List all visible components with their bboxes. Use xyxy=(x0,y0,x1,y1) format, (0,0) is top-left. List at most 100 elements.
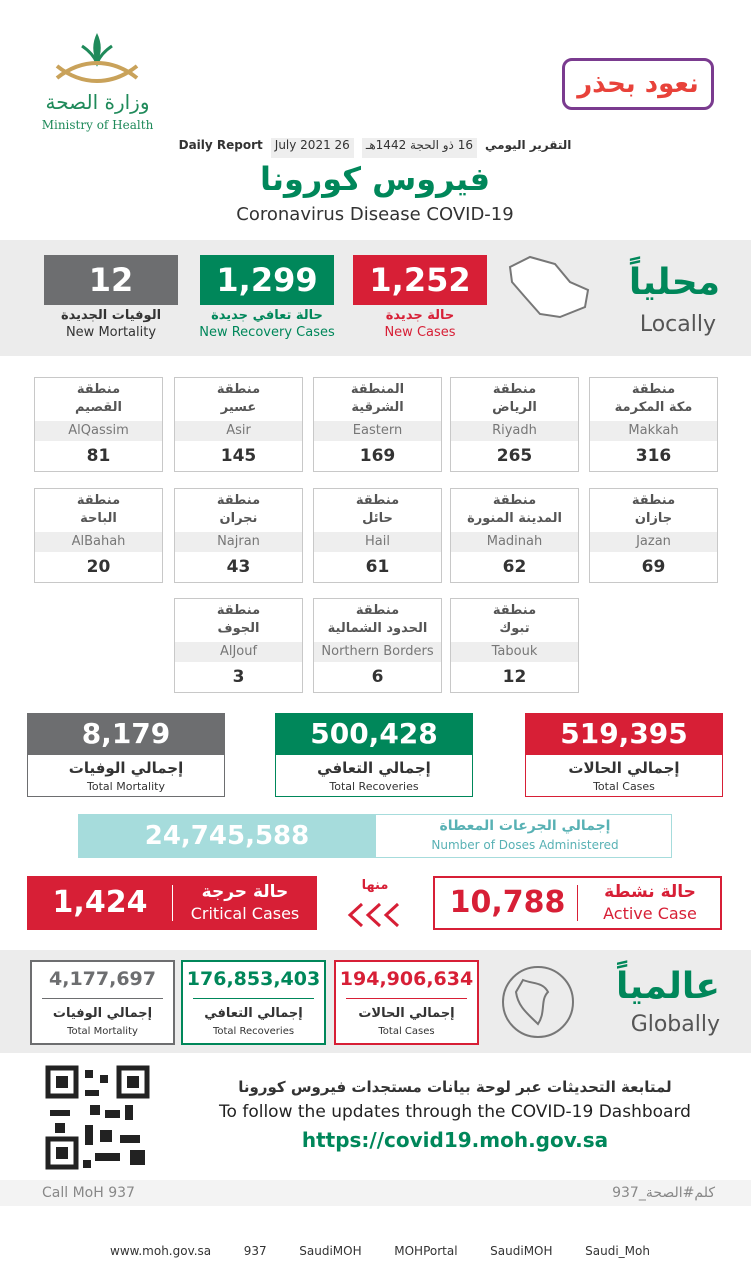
global-value: 4,177,697 xyxy=(49,968,156,990)
global-value: 194,906,634 xyxy=(339,968,474,990)
title-en: Coronavirus Disease COVID-19 xyxy=(236,204,514,225)
region-name-en: Najran xyxy=(175,532,302,552)
global-box: 4,177,697 إجمالي الوفيات Total Mortality xyxy=(30,960,175,1045)
local-stat-value: 1,299 xyxy=(200,255,334,305)
region-name-ar: الحدود الشمالية xyxy=(327,621,428,636)
total-value: 8,179 xyxy=(27,713,225,755)
region-card: منطقة نجران Najran 43 xyxy=(174,488,303,583)
total-box: 8,179 إجمالي الوفيات Total Mortality xyxy=(27,713,225,797)
global-label-en: Total Cases xyxy=(378,1026,435,1037)
global-label-en: Total Recoveries xyxy=(212,1026,295,1037)
region-prefix: المنطقة xyxy=(350,382,405,397)
separator xyxy=(42,998,163,999)
report-ar: التقرير اليومي xyxy=(485,138,572,152)
region-prefix: منطقة xyxy=(492,382,537,397)
doses-label-ar: إجمالي الجرعات المعطاة xyxy=(439,818,611,834)
region-prefix: منطقة xyxy=(631,382,676,397)
footer-link[interactable]: SaudiMOH xyxy=(299,1244,362,1258)
region-value: 3 xyxy=(232,667,245,687)
active-label-ar: حالة نشطة xyxy=(604,882,696,902)
saudi-map-icon xyxy=(508,255,590,319)
footer-link[interactable]: MOHPortal xyxy=(394,1244,458,1258)
region-card: منطقة المدينة المنورة Madinah 62 xyxy=(450,488,579,583)
dashboard-ar: لمتابعة التحديثات عبر لوحة بيانات مستجدا… xyxy=(238,1078,672,1096)
critical-label-ar: حالة حرجة xyxy=(201,882,289,902)
footer-link[interactable]: Saudi_Moh xyxy=(585,1244,650,1258)
region-prefix: منطقة xyxy=(216,382,261,397)
region-card: منطقة الباحة AlBahah 20 xyxy=(34,488,163,583)
footer-link[interactable]: 937 xyxy=(243,1244,267,1258)
title-ar: فيروس كورونا xyxy=(259,160,491,198)
doses-label-en: Number of Doses Administered xyxy=(431,838,619,852)
local-stat-label-en: New Cases xyxy=(384,325,456,340)
report-line: التقرير اليومي 16 ذو الحجة 1442هـ 26 Jul… xyxy=(150,138,600,158)
region-name-ar: نجران xyxy=(219,511,258,526)
critical-label-en: Critical Cases xyxy=(190,904,300,923)
total-label-ar: إجمالي الحالات xyxy=(568,759,680,777)
global-title-en: Globally xyxy=(630,1012,720,1037)
region-card: منطقة تبوك Tabouk 12 xyxy=(450,598,579,693)
region-prefix: منطقة xyxy=(492,603,537,618)
region-value: 169 xyxy=(359,446,396,466)
of-which: منها xyxy=(361,878,389,893)
date: 26 July 2021 xyxy=(270,138,354,158)
region-name-en: Riyadh xyxy=(451,421,578,441)
local-stat-label-ar: حالة تعافي جديدة xyxy=(211,308,323,323)
divider xyxy=(172,885,173,921)
region-card: المنطقة الشرقية Eastern 169 xyxy=(313,377,442,472)
slogan: نعود بحذر xyxy=(562,58,714,110)
footer-link[interactable]: SaudiMOH xyxy=(490,1244,553,1258)
region-prefix: منطقة xyxy=(631,493,676,508)
region-name-ar: الجوف xyxy=(217,621,260,636)
active-label-en: Active Case xyxy=(603,904,697,923)
region-name-en: AlBahah xyxy=(35,532,162,552)
region-card: منطقة القصيم AlQassim 81 xyxy=(34,377,163,472)
region-name-en: Makkah xyxy=(590,421,717,441)
region-prefix: منطقة xyxy=(355,603,400,618)
region-card: منطقة عسير Asir 145 xyxy=(174,377,303,472)
globe-icon xyxy=(502,966,574,1038)
total-box: 519,395 إجمالي الحالات Total Cases xyxy=(525,713,723,797)
region-name-en: AlJouf xyxy=(175,642,302,662)
global-label-ar: إجمالي الحالات xyxy=(358,1006,455,1021)
region-value: 62 xyxy=(502,557,527,577)
region-name-ar: الباحة xyxy=(80,511,117,526)
footer-band xyxy=(0,1180,751,1206)
separator xyxy=(346,998,467,999)
local-stat-label-ar: الوفيات الجديدة xyxy=(60,308,162,323)
region-name-en: Asir xyxy=(175,421,302,441)
region-prefix: منطقة xyxy=(76,382,121,397)
region-card: منطقة مكة المكرمة Makkah 316 xyxy=(589,377,718,472)
report-en: Daily Report xyxy=(178,138,263,152)
region-name-en: Jazan xyxy=(590,532,717,552)
global-label-ar: إجمالي الوفيات xyxy=(52,1006,153,1021)
region-name-en: AlQassim xyxy=(35,421,162,441)
region-value: 12 xyxy=(502,667,527,687)
total-value: 519,395 xyxy=(525,713,723,755)
local-title-ar: محلياً xyxy=(628,262,720,303)
region-name-en: Eastern xyxy=(314,421,441,441)
global-box: 176,853,403 إجمالي التعافي Total Recoverie… xyxy=(181,960,326,1045)
region-card: منطقة الرياض Riyadh 265 xyxy=(450,377,579,472)
local-stat-value: 12 xyxy=(44,255,178,305)
total-label-ar: إجمالي التعافي xyxy=(317,759,431,777)
region-value: 265 xyxy=(496,446,533,466)
total-label-en: Total Mortality xyxy=(87,780,165,793)
region-prefix: منطقة xyxy=(76,493,121,508)
global-box: 194,906,634 إجمالي الحالات Total Cases xyxy=(334,960,479,1045)
ministry-ar: وزارة الصحة xyxy=(45,90,150,114)
region-value: 81 xyxy=(86,446,111,466)
region-value: 20 xyxy=(86,557,111,577)
total-label-en: Total Recoveries xyxy=(329,780,419,793)
divider xyxy=(577,885,578,921)
total-value: 500,428 xyxy=(275,713,473,755)
footer-link[interactable]: www.moh.gov.sa xyxy=(110,1244,212,1258)
region-value: 6 xyxy=(371,667,384,687)
region-name-ar: عسير xyxy=(220,400,257,415)
region-name-en: Hail xyxy=(314,532,441,552)
dashboard-url[interactable]: https://covid19.moh.gov.sa xyxy=(301,1128,609,1152)
region-prefix: منطقة xyxy=(216,603,261,618)
region-name-ar: مكة المكرمة xyxy=(614,400,693,415)
local-stat-label-en: New Mortality xyxy=(65,325,157,340)
